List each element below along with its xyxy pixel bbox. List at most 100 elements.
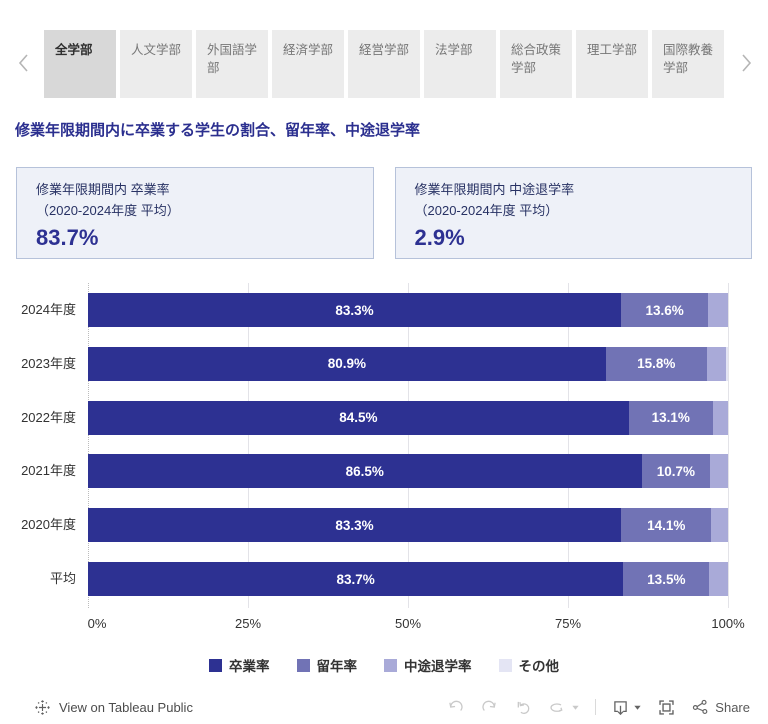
fullscreen-button[interactable] (657, 698, 676, 717)
legend-label: 卒業率 (229, 659, 270, 674)
segment-1-row-1[interactable]: 15.8% (605, 346, 707, 381)
row-label-2: 2022年度 (21, 409, 76, 425)
x-tick-100: 100% (711, 616, 745, 631)
segment-2-row-5[interactable] (709, 562, 728, 596)
segment-2-row-1[interactable] (706, 346, 727, 381)
bar-value-label: 10.7% (656, 463, 695, 479)
row-label-1: 2023年度 (21, 355, 76, 371)
legend-label: 留年率 (316, 659, 358, 674)
gridline-25 (248, 283, 249, 608)
toolbar-divider (595, 699, 597, 715)
segment-2-row-3[interactable] (710, 454, 728, 489)
faculty-tabs: 全学部 人文学部 外国語学部 経済学部 経営学部 法学部 総合政策学部 理工学部 国際教養学部 (44, 30, 728, 98)
legend-item-1[interactable]: 留年率 (296, 655, 358, 675)
gridline-0 (88, 283, 89, 608)
bar-row-3[interactable]: 86.5% 10.7% (88, 454, 728, 489)
fullscreen-icon (659, 699, 674, 715)
share-icon (693, 699, 708, 714)
segment-1-row-2[interactable]: 13.1% (628, 400, 713, 435)
bar-value-label: 84.5% (339, 410, 378, 426)
legend-swatch (296, 658, 310, 672)
refresh-button[interactable] (548, 698, 580, 717)
segment-0-row-3[interactable]: 86.5% (88, 454, 642, 489)
row-label-4: 2020年度 (21, 517, 76, 533)
faculty-tab-2[interactable]: 外国語学部 (196, 30, 268, 98)
download-device-icon (614, 700, 628, 715)
segment-0-row-0[interactable]: 83.3% (88, 293, 622, 327)
faculty-tab-4[interactable]: 経営学部 (348, 30, 420, 98)
tabs-scroll-left-button[interactable] (14, 50, 32, 76)
revert-icon (517, 701, 530, 714)
legend-swatch (498, 658, 512, 672)
segment-0-row-5[interactable]: 83.7% (88, 562, 624, 596)
legend-label: その他 (518, 659, 560, 674)
revert-button[interactable] (514, 698, 533, 717)
legend-swatch (209, 658, 222, 672)
bar-row-5[interactable]: 83.7% 13.5% (88, 562, 728, 596)
kpi-value: 83.7% (36, 225, 99, 250)
bar-value-label: 80.9% (327, 356, 367, 372)
segment-0-row-4[interactable]: 83.3% (88, 508, 622, 543)
legend-item-2[interactable]: 中途退学率 (384, 655, 472, 675)
gridline-50 (408, 283, 409, 608)
share-button[interactable]: Share (691, 698, 750, 717)
faculty-tab-7[interactable]: 理工学部 (576, 30, 648, 98)
legend-label: 中途退学率 (404, 659, 472, 674)
segment-3-row-1[interactable] (726, 346, 728, 381)
toolbar-icons: Share (446, 698, 750, 717)
share-label: Share (715, 699, 750, 715)
faculty-tab-1[interactable]: 人文学部 (120, 30, 192, 98)
segment-0-row-2[interactable]: 84.5% (88, 400, 629, 435)
chevron-right-icon (742, 54, 752, 72)
kpi-label: 修業年限期間内 中途退学率 (414, 182, 575, 197)
bar-value-label: 13.6% (645, 302, 684, 318)
redo-button[interactable] (480, 698, 499, 717)
view-on-tableau-link[interactable]: View on Tableau Public (34, 699, 193, 716)
legend-item-0[interactable]: 卒業率 (209, 655, 270, 675)
segment-1-row-0[interactable]: 13.6% (621, 293, 709, 327)
bar-row-0[interactable]: 83.3% 13.6% (88, 293, 728, 327)
kpi-card-graduation-rate: 修業年限期間内 卒業率 （2020-2024年度 平均） 83.7% (16, 167, 374, 259)
bar-value-label: 15.8% (637, 356, 676, 372)
segment-2-row-2[interactable] (712, 400, 728, 435)
download-button[interactable] (611, 698, 642, 717)
bar-row-2[interactable]: 84.5% 13.1% (88, 400, 728, 435)
bar-row-1[interactable]: 80.9% 15.8% (88, 346, 728, 381)
gridline-75 (568, 283, 569, 608)
chart-legend: 卒業率 留年率 中途退学率 その他 (0, 655, 768, 675)
segment-1-row-3[interactable]: 10.7% (641, 454, 711, 489)
segment-1-row-4[interactable]: 14.1% (621, 508, 712, 543)
x-tick-0: 0% (87, 616, 107, 631)
x-tick-25: 25% (234, 616, 262, 631)
faculty-tab-5[interactable]: 法学部 (424, 30, 496, 98)
segment-2-row-0[interactable] (708, 293, 728, 327)
row-label-5: 平均 (49, 571, 76, 586)
view-on-tableau-label: View on Tableau Public (59, 699, 193, 715)
segment-2-row-4[interactable] (711, 508, 728, 543)
redo-icon (482, 700, 497, 711)
bar-value-label: 83.3% (335, 517, 374, 533)
faculty-tab-8[interactable]: 国際教養学部 (652, 30, 724, 98)
caret-down-icon (634, 705, 641, 710)
kpi-card-dropout-rate: 修業年限期間内 中途退学率 （2020-2024年度 平均） 2.9% (394, 167, 752, 259)
legend-item-3[interactable]: その他 (498, 655, 560, 675)
gridline-100 (728, 283, 729, 608)
faculty-tab-3[interactable]: 経済学部 (272, 30, 344, 98)
legend-swatch (384, 658, 397, 672)
kpi-value: 2.9% (414, 225, 465, 250)
tableau-footer: View on Tableau Public (0, 694, 768, 724)
undo-icon (449, 700, 463, 711)
tabs-scroll-right-button[interactable] (738, 50, 756, 76)
faculty-tab-6[interactable]: 総合政策学部 (500, 30, 572, 98)
row-label-3: 2021年度 (21, 463, 76, 479)
bar-row-4[interactable]: 83.3% 14.1% (88, 508, 728, 543)
bar-value-label: 86.5% (345, 463, 384, 479)
tableau-logo-icon (35, 699, 50, 715)
bar-value-label: 83.3% (335, 302, 374, 318)
segment-0-row-1[interactable]: 80.9% (88, 346, 606, 381)
x-axis: 0% 25% 50% 75% 100% (87, 616, 745, 636)
faculty-tab-0[interactable]: 全学部 (44, 30, 116, 98)
undo-button[interactable] (446, 698, 465, 717)
kpi-sublabel: （2020-2024年度 平均） (36, 203, 180, 218)
segment-1-row-5[interactable]: 13.5% (623, 562, 710, 596)
